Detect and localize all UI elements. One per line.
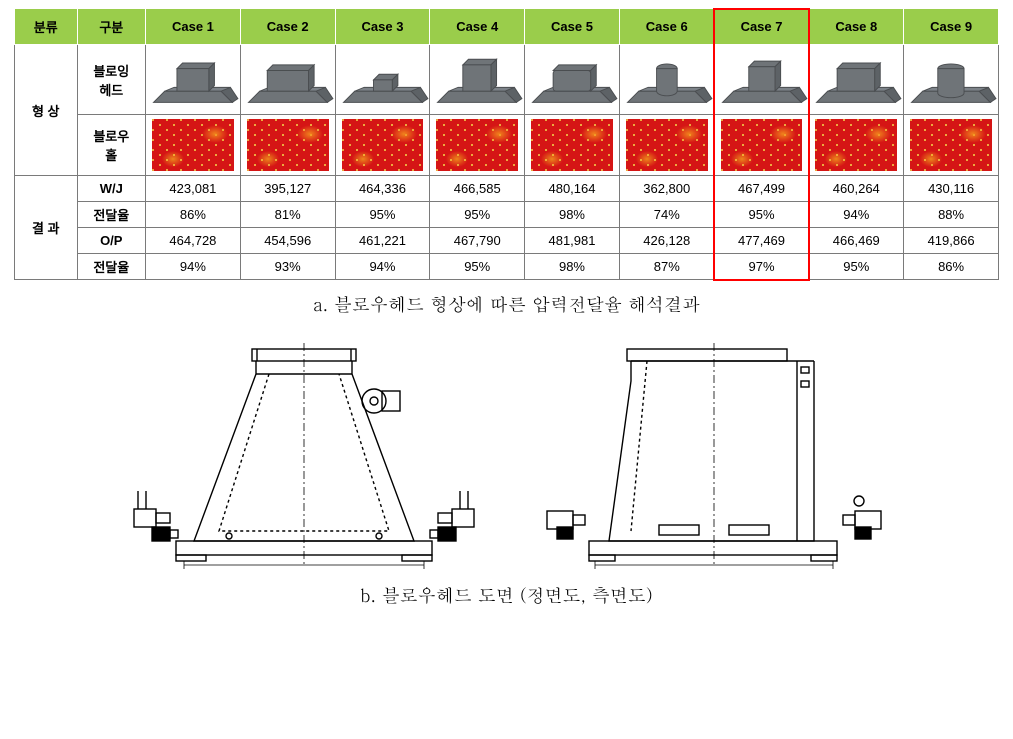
caption-a: a. 블로우헤드 형상에 따른 압력전달율 해석결과	[14, 292, 999, 317]
data-cell: 454,596	[240, 228, 335, 254]
data-cell: 81%	[240, 202, 335, 228]
data-cell: 395,127	[240, 176, 335, 202]
data-cell: 98%	[525, 254, 620, 280]
data-cell: 426,128	[619, 228, 714, 254]
caption-b: b. 블로우헤드 도면 (정면도, 측면도)	[14, 583, 999, 608]
blowing-head-shape	[335, 45, 430, 115]
col-header: Case 1	[146, 9, 241, 45]
data-cell: 97%	[714, 254, 809, 280]
data-cell: 464,336	[335, 176, 430, 202]
data-cell: 460,264	[809, 176, 904, 202]
blowing-head-shape	[714, 45, 809, 115]
data-cell: 95%	[430, 202, 525, 228]
blow-hole-heatmap	[430, 115, 525, 176]
blow-hole-heatmap	[904, 115, 999, 176]
row-label-blow-hole: 블로우 홀	[77, 115, 146, 176]
table-header-row: 분류구분Case 1Case 2Case 3Case 4Case 5Case 6…	[15, 9, 999, 45]
data-cell: 87%	[619, 254, 714, 280]
blowing-head-shape	[146, 45, 241, 115]
data-cell: 86%	[904, 254, 999, 280]
data-cell: 88%	[904, 202, 999, 228]
blow-hole-heatmap	[714, 115, 809, 176]
blow-hole-heatmap	[335, 115, 430, 176]
data-cell: 477,469	[714, 228, 809, 254]
result-row-label: 전달율	[77, 254, 146, 280]
data-cell: 430,116	[904, 176, 999, 202]
col-header: Case 2	[240, 9, 335, 45]
result-row-label: O/P	[77, 228, 146, 254]
col-header: 구분	[77, 9, 146, 45]
analysis-table-wrap: 분류구분Case 1Case 2Case 3Case 4Case 5Case 6…	[14, 8, 999, 280]
data-cell: 481,981	[525, 228, 620, 254]
blow-hole-heatmap	[619, 115, 714, 176]
drawings-row	[14, 341, 999, 571]
row-label-blowing-head: 블로잉 헤드	[77, 45, 146, 115]
data-cell: 94%	[809, 202, 904, 228]
col-header: Case 8	[809, 9, 904, 45]
blowing-head-shape	[240, 45, 335, 115]
data-cell: 480,164	[525, 176, 620, 202]
data-cell: 94%	[146, 254, 241, 280]
data-cell: 467,499	[714, 176, 809, 202]
data-cell: 466,585	[430, 176, 525, 202]
data-cell: 95%	[430, 254, 525, 280]
data-cell: 95%	[335, 202, 430, 228]
data-cell: 419,866	[904, 228, 999, 254]
blowing-head-shape	[430, 45, 525, 115]
col-header: Case 3	[335, 9, 430, 45]
col-header: Case 9	[904, 9, 999, 45]
analysis-table: 분류구분Case 1Case 2Case 3Case 4Case 5Case 6…	[14, 8, 999, 280]
col-header: Case 6	[619, 9, 714, 45]
data-cell: 466,469	[809, 228, 904, 254]
rowgroup-result: 결 과	[15, 176, 78, 280]
blow-hole-heatmap	[146, 115, 241, 176]
blowing-head-shape	[904, 45, 999, 115]
data-cell: 467,790	[430, 228, 525, 254]
data-cell: 86%	[146, 202, 241, 228]
col-header: Case 5	[525, 9, 620, 45]
blowing-head-shape	[525, 45, 620, 115]
data-cell: 95%	[714, 202, 809, 228]
data-cell: 93%	[240, 254, 335, 280]
data-cell: 74%	[619, 202, 714, 228]
data-cell: 362,800	[619, 176, 714, 202]
data-cell: 461,221	[335, 228, 430, 254]
blow-hole-heatmap	[525, 115, 620, 176]
blowhead-side-view	[539, 341, 889, 571]
blowing-head-shape	[619, 45, 714, 115]
rowgroup-shape: 형 상	[15, 45, 78, 176]
data-cell: 94%	[335, 254, 430, 280]
blowing-head-shape	[809, 45, 904, 115]
data-cell: 98%	[525, 202, 620, 228]
data-cell: 464,728	[146, 228, 241, 254]
col-header: 분류	[15, 9, 78, 45]
data-cell: 423,081	[146, 176, 241, 202]
blow-hole-heatmap	[240, 115, 335, 176]
blow-hole-heatmap	[809, 115, 904, 176]
result-row-label: 전달율	[77, 202, 146, 228]
data-cell: 95%	[809, 254, 904, 280]
col-header: Case 7	[714, 9, 809, 45]
result-row-label: W/J	[77, 176, 146, 202]
col-header: Case 4	[430, 9, 525, 45]
blowhead-front-view	[124, 341, 484, 571]
